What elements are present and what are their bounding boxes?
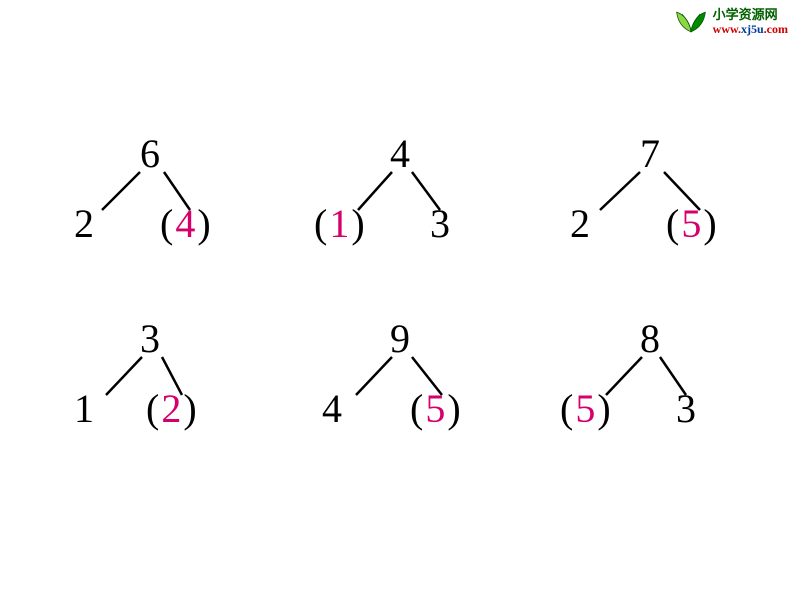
- worksheet-content: 62(4) 4(1)3 72(5) 31(2) 94(5) 8(5)3: [0, 140, 800, 510]
- open-paren: (: [666, 201, 681, 246]
- row-1: 62(4) 4(1)3 72(5): [0, 140, 800, 250]
- open-paren: (: [146, 386, 161, 431]
- answer-value: 4: [175, 201, 195, 246]
- site-logo: 小学资源网 www.xj5u.com: [673, 8, 788, 36]
- right-number: (4): [160, 200, 211, 247]
- right-number: 3: [430, 200, 450, 247]
- left-number: (5): [560, 385, 611, 432]
- top-number: 9: [390, 315, 410, 362]
- left-number: (1): [314, 200, 365, 247]
- right-number: (2): [146, 385, 197, 432]
- right-number: 3: [676, 385, 696, 432]
- open-paren: (: [410, 386, 425, 431]
- tree-5: 94(5): [300, 325, 500, 435]
- right-number: (5): [666, 200, 717, 247]
- right-number: (5): [410, 385, 461, 432]
- open-paren: (: [560, 386, 575, 431]
- close-paren: ): [447, 386, 460, 431]
- top-number: 8: [640, 315, 660, 362]
- left-number: 4: [322, 385, 342, 432]
- left-number: 2: [570, 200, 590, 247]
- leaf-icon: [673, 8, 709, 36]
- row-2: 31(2) 94(5) 8(5)3: [0, 325, 800, 435]
- tree-6: 8(5)3: [550, 325, 750, 435]
- open-paren: (: [314, 201, 329, 246]
- left-number: 2: [74, 200, 94, 247]
- logo-cn-text: 小学资源网: [713, 8, 788, 22]
- top-number: 3: [140, 315, 160, 362]
- close-paren: ): [351, 201, 364, 246]
- answer-value: 1: [329, 201, 349, 246]
- close-paren: ): [197, 201, 210, 246]
- top-number: 4: [390, 130, 410, 177]
- close-paren: ): [597, 386, 610, 431]
- close-paren: ): [183, 386, 196, 431]
- close-paren: ): [703, 201, 716, 246]
- tree-2: 4(1)3: [300, 140, 500, 250]
- logo-url: www.xj5u.com: [713, 23, 788, 36]
- answer-value: 5: [425, 386, 445, 431]
- answer-value: 2: [161, 386, 181, 431]
- top-number: 7: [640, 130, 660, 177]
- tree-4: 31(2): [50, 325, 250, 435]
- tree-3: 72(5): [550, 140, 750, 250]
- answer-value: 5: [681, 201, 701, 246]
- top-number: 6: [140, 130, 160, 177]
- logo-text: 小学资源网 www.xj5u.com: [713, 8, 788, 35]
- answer-value: 5: [575, 386, 595, 431]
- left-number: 1: [74, 385, 94, 432]
- tree-1: 62(4): [50, 140, 250, 250]
- open-paren: (: [160, 201, 175, 246]
